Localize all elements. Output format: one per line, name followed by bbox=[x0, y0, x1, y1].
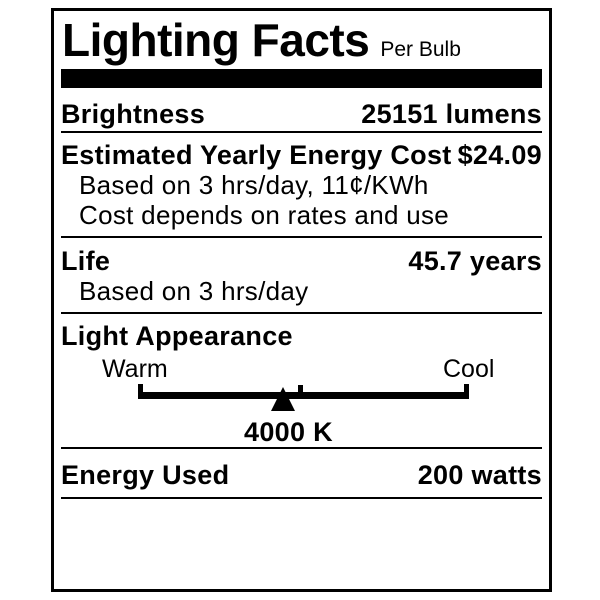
label-title: Lighting Facts bbox=[62, 14, 370, 66]
scale-right-endcap bbox=[464, 384, 469, 399]
energy-cost-label: Estimated Yearly Energy Cost bbox=[61, 140, 452, 170]
brightness-label: Brightness bbox=[61, 99, 206, 129]
life-section: Life 45.7 years Based on 3 hrs/day bbox=[61, 238, 542, 314]
scale-left-endcap bbox=[138, 384, 143, 399]
label-header: Lighting Facts Per Bulb bbox=[61, 11, 542, 69]
light-appearance-label: Light Appearance bbox=[61, 321, 293, 351]
brightness-row: Brightness 25151 lumens bbox=[61, 88, 542, 133]
light-appearance-section: Light Appearance Warm Cool 4000 K bbox=[61, 314, 542, 449]
life-row: Life 45.7 years bbox=[61, 246, 542, 276]
warm-cool-row: Warm Cool bbox=[61, 355, 542, 383]
kelvin-scale bbox=[61, 381, 542, 411]
header-divider-bar bbox=[61, 69, 542, 88]
kelvin-value: 4000 K bbox=[244, 417, 333, 447]
energy-cost-value: $24.09 bbox=[457, 140, 542, 170]
energy-cost-row: Estimated Yearly Energy Cost $24.09 bbox=[61, 140, 542, 170]
per-bulb-subtitle: Per Bulb bbox=[380, 38, 461, 61]
energy-used-row: Energy Used 200 watts bbox=[61, 449, 542, 499]
life-value: 45.7 years bbox=[408, 246, 542, 276]
triangle-marker-icon bbox=[271, 387, 295, 411]
energy-cost-section: Estimated Yearly Energy Cost $24.09 Base… bbox=[61, 133, 542, 238]
cool-label: Cool bbox=[443, 355, 495, 383]
life-label: Life bbox=[61, 246, 111, 276]
energy-cost-note-rates: Cost depends on rates and use bbox=[79, 200, 450, 230]
brightness-value: 25151 lumens bbox=[361, 99, 542, 129]
warm-label: Warm bbox=[102, 355, 168, 383]
scale-bar bbox=[138, 392, 469, 399]
energy-used-value: 200 watts bbox=[417, 460, 542, 490]
lighting-facts-label: Lighting Facts Per Bulb Brightness 25151… bbox=[51, 8, 552, 592]
life-note-basis: Based on 3 hrs/day bbox=[79, 276, 309, 306]
energy-used-label: Energy Used bbox=[61, 460, 230, 490]
energy-cost-note-basis: Based on 3 hrs/day, 11¢/KWh bbox=[79, 170, 429, 200]
